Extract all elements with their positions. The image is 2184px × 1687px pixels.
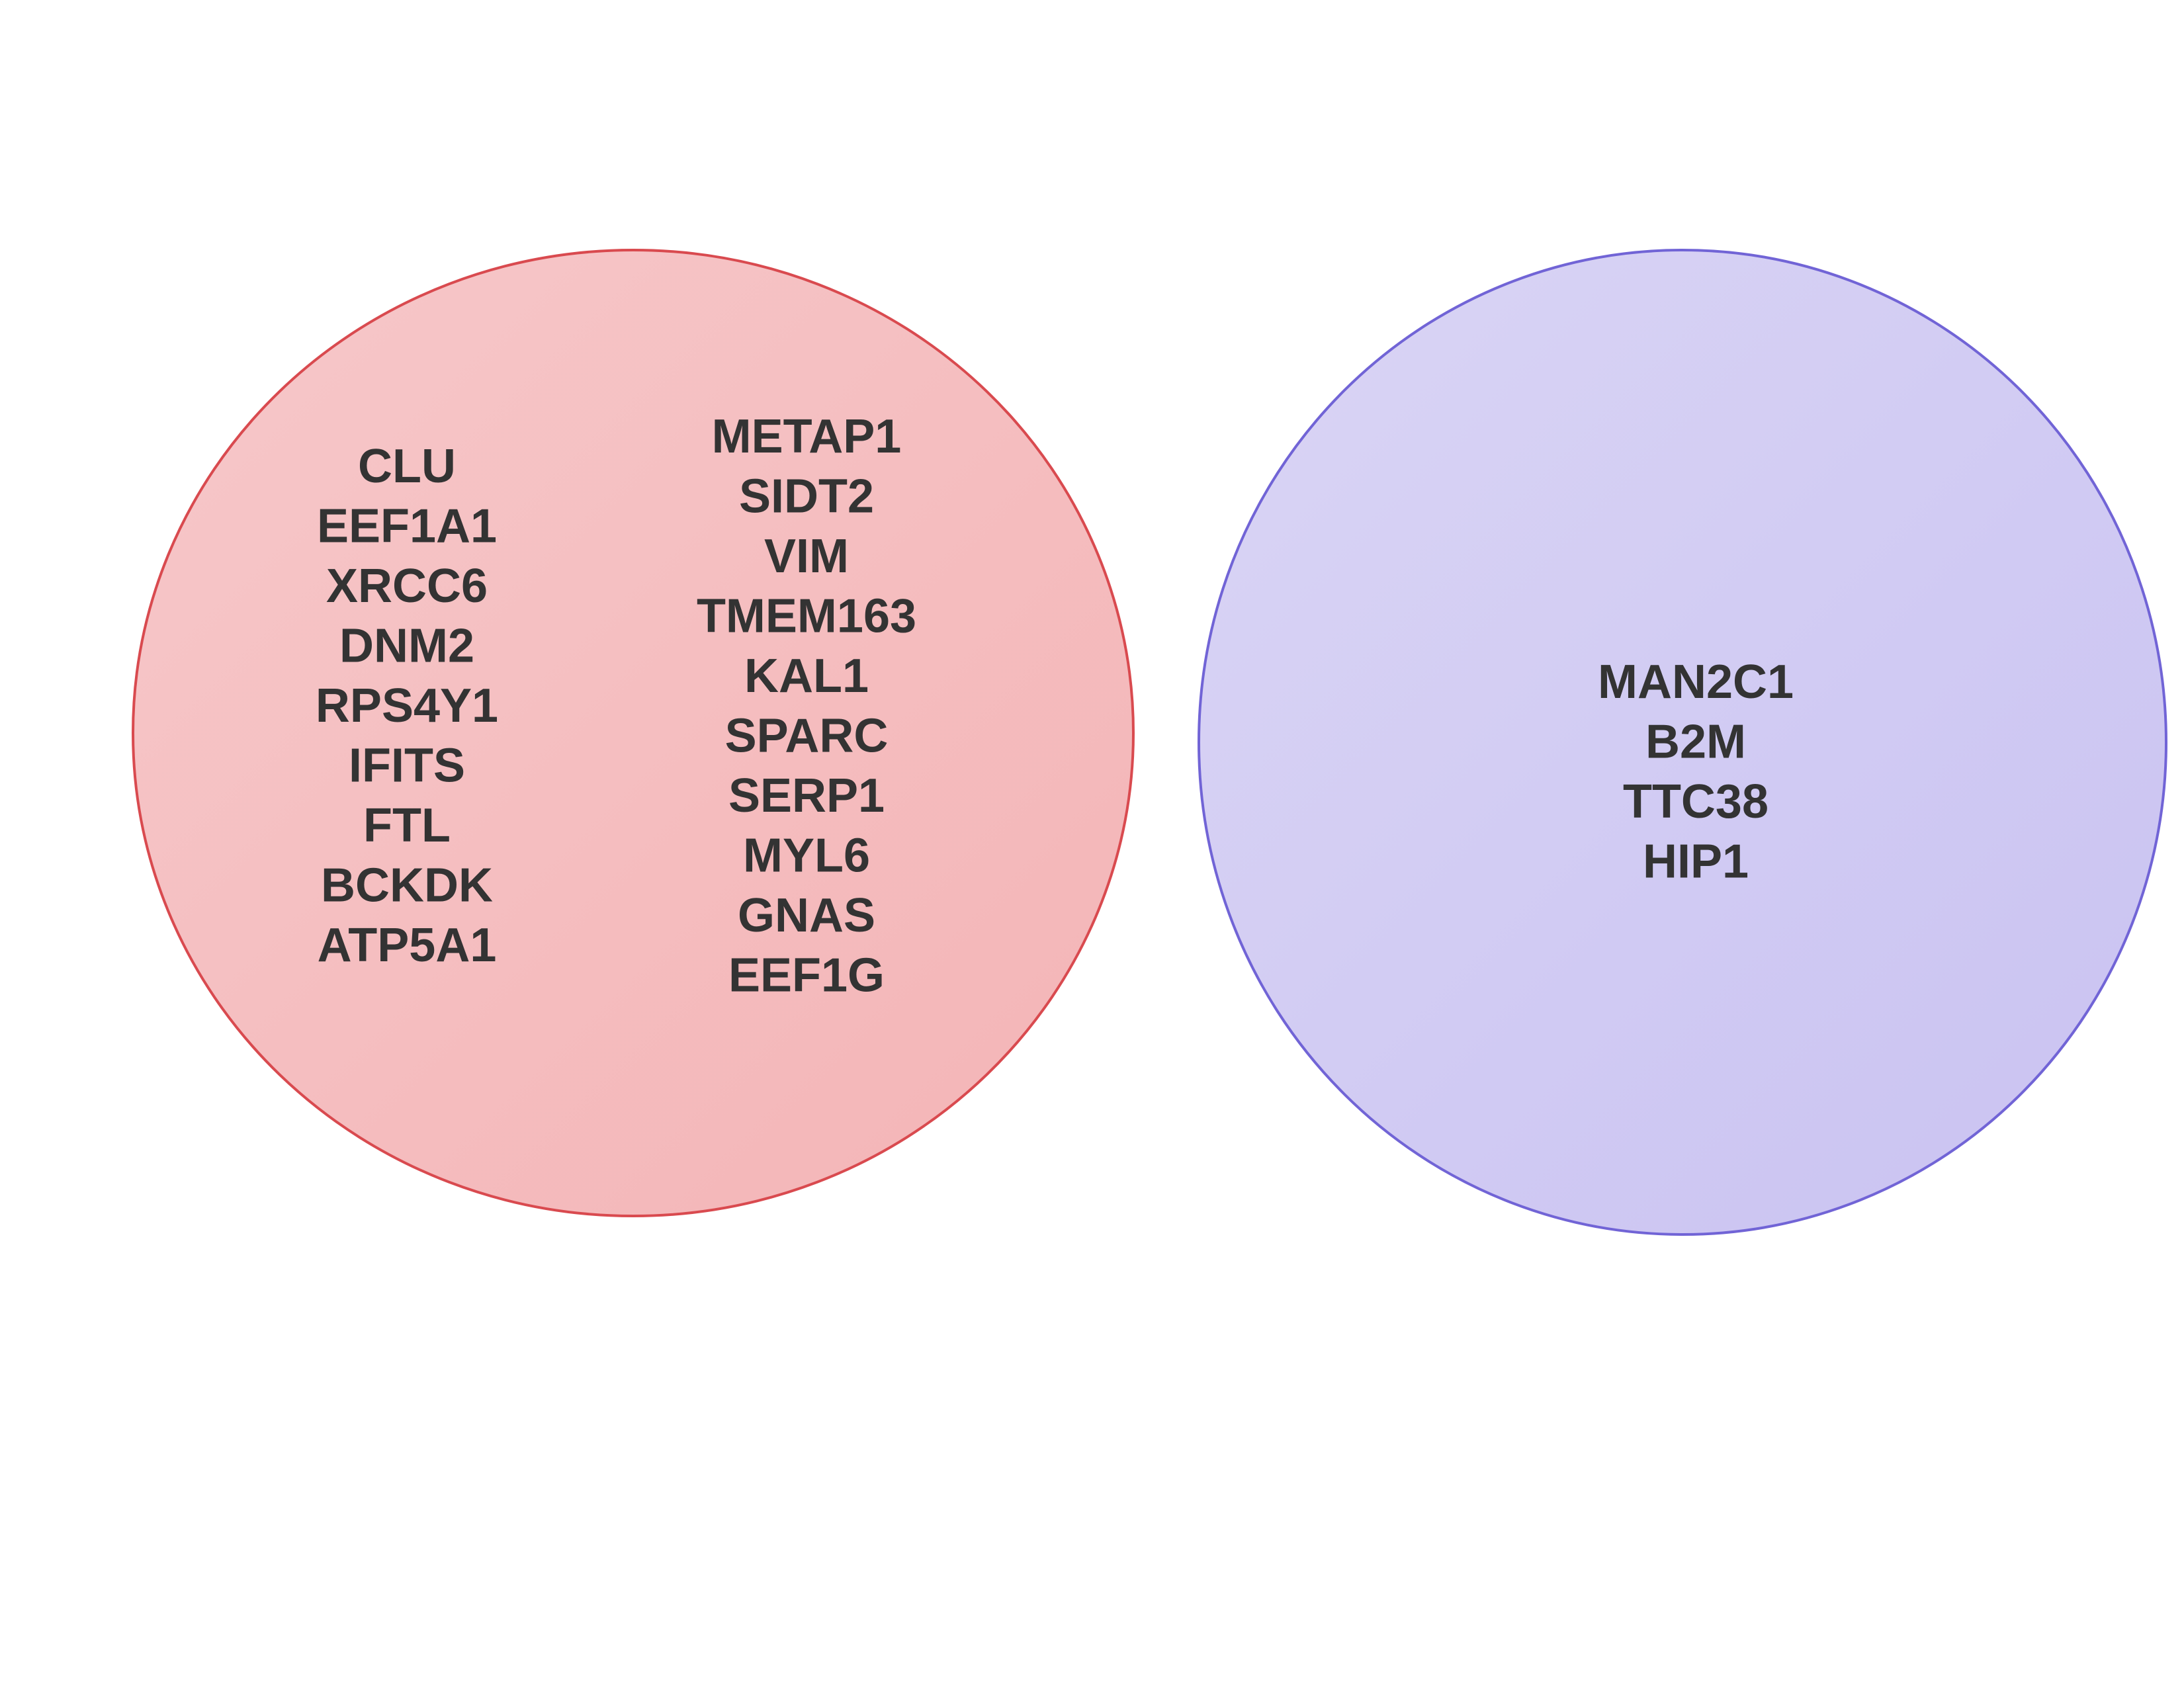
gene-label: TMEM163 bbox=[697, 590, 916, 643]
gene-label: EEF1A1 bbox=[317, 500, 497, 553]
gene-label: MAN2C1 bbox=[1598, 656, 1794, 709]
gene-label: METAP1 bbox=[712, 410, 902, 463]
set-red-column-2: METAP1 SIDT2 VIM TMEM163 KAL1 SPARC SERP1 MYL6 G… bbox=[697, 410, 916, 1002]
set-red-column-1: CLU EEF1A1 XRCC6 DNM2 RPS4Y1 IFITS FTL BCKDK ATP… bbox=[316, 440, 498, 972]
gene-label: DNM2 bbox=[339, 620, 474, 673]
gene-label: BCKDK bbox=[321, 859, 493, 912]
gene-label: ATP5A1 bbox=[318, 919, 497, 972]
set-ellipse-red bbox=[132, 249, 1135, 1217]
gene-label: HIP1 bbox=[1643, 836, 1749, 888]
gene-label: VIM bbox=[764, 530, 849, 583]
gene-label: CLU bbox=[358, 440, 456, 493]
gene-label: KAL1 bbox=[744, 650, 869, 703]
gene-label: SPARC bbox=[725, 710, 889, 763]
gene-label: SIDT2 bbox=[739, 470, 874, 523]
gene-label: IFITS bbox=[349, 740, 465, 793]
set-ellipse-blue bbox=[1198, 249, 2167, 1236]
gene-label: FTL bbox=[363, 799, 451, 852]
gene-label: GNAS bbox=[738, 889, 875, 942]
gene-label: XRCC6 bbox=[326, 560, 488, 613]
gene-label: TTC38 bbox=[1623, 775, 1769, 828]
set-blue-column-1: MAN2C1 B2M TTC38 HIP1 bbox=[1598, 656, 1794, 888]
gene-label: MYL6 bbox=[743, 830, 870, 883]
gene-label: RPS4Y1 bbox=[316, 679, 498, 732]
gene-label: EEF1G bbox=[728, 949, 885, 1002]
gene-label: B2M bbox=[1645, 716, 1746, 769]
gene-label: SERP1 bbox=[728, 769, 885, 822]
